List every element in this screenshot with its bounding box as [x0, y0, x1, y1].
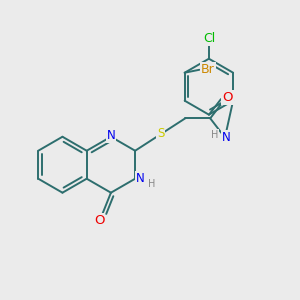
Text: Cl: Cl	[203, 32, 215, 45]
Text: N: N	[222, 131, 231, 144]
Text: S: S	[157, 128, 164, 140]
Text: O: O	[94, 214, 104, 227]
Text: Br: Br	[201, 63, 214, 76]
Text: H: H	[148, 179, 155, 189]
Text: O: O	[222, 91, 232, 104]
Text: N: N	[136, 172, 145, 185]
Text: H: H	[211, 130, 218, 140]
Text: N: N	[106, 129, 115, 142]
